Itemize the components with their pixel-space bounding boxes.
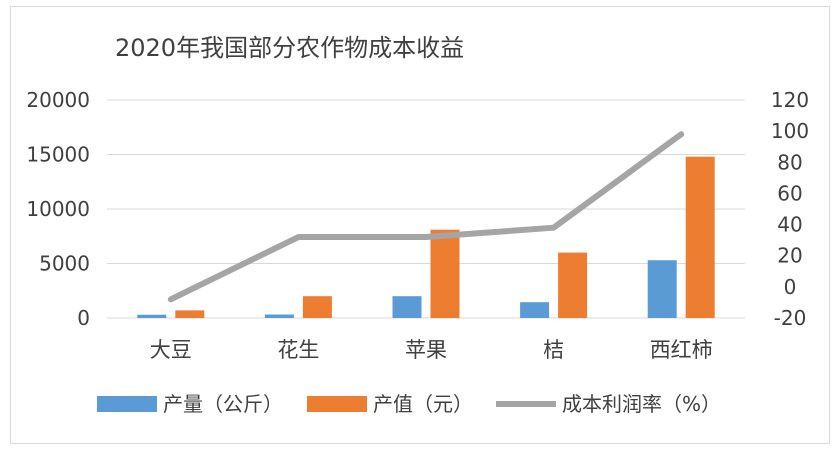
right-tick-label: 20 <box>777 244 802 268</box>
category-label: 西红柿 <box>650 338 713 362</box>
legend-swatch <box>307 396 367 412</box>
right-tick-label: 100 <box>771 119 809 143</box>
right-tick-label: 80 <box>777 150 802 174</box>
legend-label: 成本利润率（%） <box>562 392 721 416</box>
left-axis-ticks: 0 5000 10000 15000 20000 <box>26 88 90 330</box>
right-tick-label: 120 <box>771 88 809 112</box>
chart-title: 2020年我国部分农作物成本收益 <box>115 34 464 62</box>
category-label: 花生 <box>277 338 319 362</box>
bar-yield <box>520 302 550 318</box>
right-tick-label: 0 <box>784 275 797 299</box>
bar-value <box>175 310 205 318</box>
left-tick-label: 15000 <box>26 143 90 167</box>
bar-value <box>430 229 460 318</box>
bar-value <box>685 156 715 318</box>
bars <box>137 156 715 318</box>
bar-value <box>302 296 332 318</box>
left-tick-label: 10000 <box>26 197 90 221</box>
bar-value <box>558 252 588 318</box>
line-series <box>167 131 685 303</box>
right-tick-label: 40 <box>777 213 802 237</box>
bar-yield <box>647 260 677 318</box>
category-label: 桔 <box>543 338 564 362</box>
left-tick-label: 0 <box>77 306 90 330</box>
bar-yield <box>137 314 167 318</box>
profit-rate-line <box>167 131 685 303</box>
left-tick-label: 20000 <box>26 88 90 112</box>
legend: 产量（公斤） 产值（元） 成本利润率（%） <box>97 392 721 416</box>
bar-yield <box>392 296 422 318</box>
right-tick-label: -20 <box>774 306 807 330</box>
gridlines <box>107 99 745 319</box>
bar-yield <box>264 314 294 318</box>
legend-label: 产量（公斤） <box>163 392 283 416</box>
legend-label: 产值（元） <box>373 392 473 416</box>
right-axis-ticks: -20 0 20 40 60 80 100 120 <box>771 88 809 330</box>
left-tick-label: 5000 <box>39 252 90 276</box>
category-label: 苹果 <box>405 338 447 362</box>
right-tick-label: 60 <box>777 181 802 205</box>
legend-swatch <box>97 396 157 412</box>
category-labels: 大豆 花生 苹果 桔 西红柿 <box>150 338 713 362</box>
category-label: 大豆 <box>150 338 192 362</box>
